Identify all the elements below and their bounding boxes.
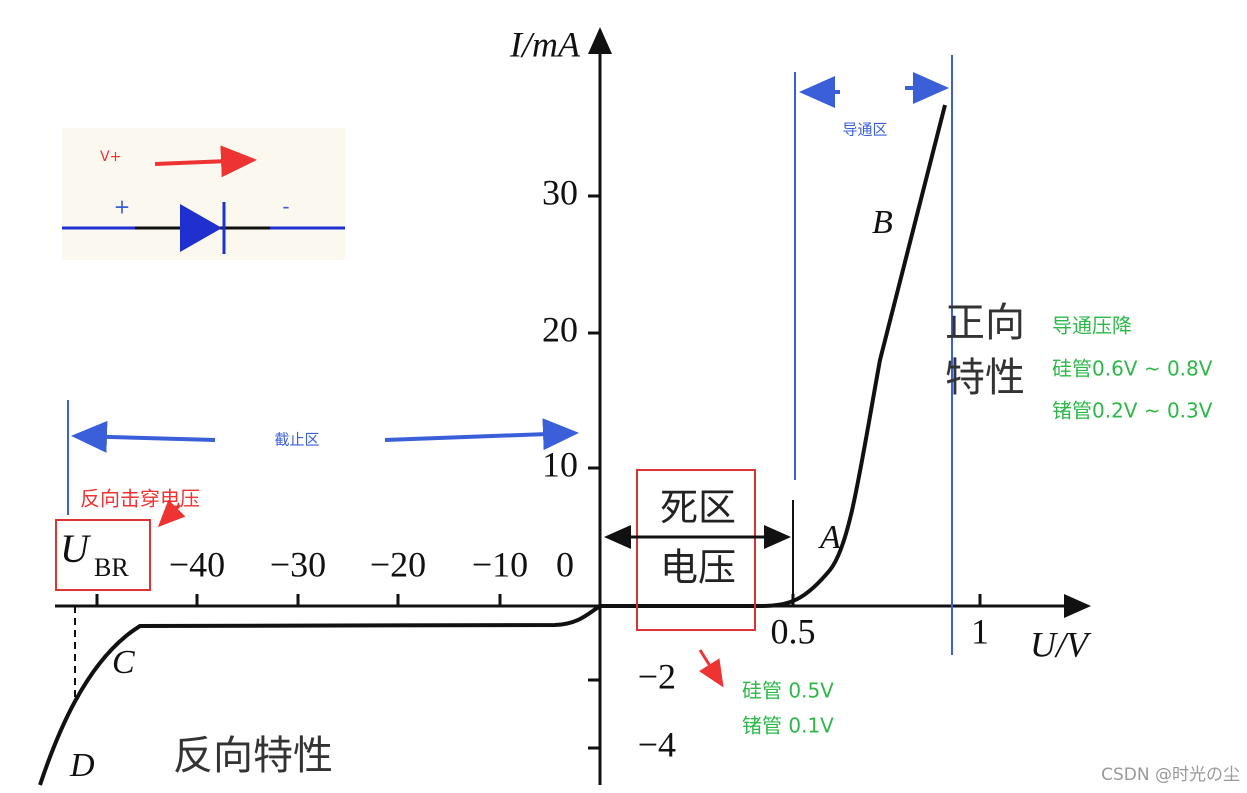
dead-zone-label: 死区 <box>660 486 736 530</box>
dead-zone-box <box>636 469 756 631</box>
point-label: A <box>818 519 841 556</box>
y-axis-label: I/mA <box>509 24 581 64</box>
y-tick-label: 30 <box>542 172 578 212</box>
diode-inset: V+ + - <box>62 128 345 260</box>
voltage-label: V+ <box>100 149 121 165</box>
note: 硅管0.6V ~ 0.8V <box>1052 357 1213 381</box>
axes <box>55 27 1091 785</box>
x-tick-label: 1 <box>971 611 989 651</box>
ubr-label: U <box>60 526 92 571</box>
ubr-box <box>55 519 151 591</box>
reverse-label: 反向特性 <box>173 733 333 779</box>
iv-curve <box>38 104 947 786</box>
watermark: CSDN @时光の尘 <box>1101 765 1240 785</box>
x-tick-label: −10 <box>472 544 528 584</box>
region-label: 截止区 <box>274 431 319 449</box>
point-label: C <box>112 644 135 681</box>
cutoff-region: 截止区 <box>67 400 579 515</box>
x-tick-label: −20 <box>370 544 426 584</box>
ubr-sub: BR <box>94 553 129 582</box>
y-tick-label: 10 <box>542 444 578 484</box>
forward-label: 正向 <box>945 300 1025 346</box>
y-tick-label: −4 <box>638 724 676 764</box>
x-tick-label: −40 <box>169 544 225 584</box>
point-label: B <box>872 204 893 241</box>
x-tick-label: −30 <box>270 544 326 584</box>
x-axis-label: U/V <box>1030 624 1092 664</box>
note: 锗管0.2V ~ 0.3V <box>1052 399 1213 423</box>
note: 硅管 0.5V <box>742 679 834 703</box>
conduction-region: 导通区 <box>794 55 953 655</box>
dead-zone-label: 电压 <box>660 546 736 590</box>
plus-label: + <box>114 195 131 219</box>
breakdown-note: 反向击穿电压 <box>80 487 200 511</box>
y-tick-label: −2 <box>638 656 676 696</box>
point-label: D <box>69 747 95 784</box>
notes: 导通压降 硅管0.6V ~ 0.8V 锗管0.2V ~ 0.3V 硅管 0.5V… <box>742 314 1213 738</box>
note: 锗管 0.1V <box>742 714 834 738</box>
tick-labels: 30 20 10 −2 −4 −40 −30 −20 −10 0 0.5 1 I… <box>169 24 1092 764</box>
x-tick-label: 0.5 <box>771 611 816 651</box>
forward-label: 特性 <box>945 355 1025 401</box>
point-labels: A B C D U BR <box>60 204 893 784</box>
y-tick-label: 20 <box>542 309 578 349</box>
minus-label: - <box>282 195 289 219</box>
region-label: 导通区 <box>842 121 887 139</box>
x-tick-label: 0 <box>556 544 574 584</box>
note: 导通压降 <box>1052 314 1132 338</box>
